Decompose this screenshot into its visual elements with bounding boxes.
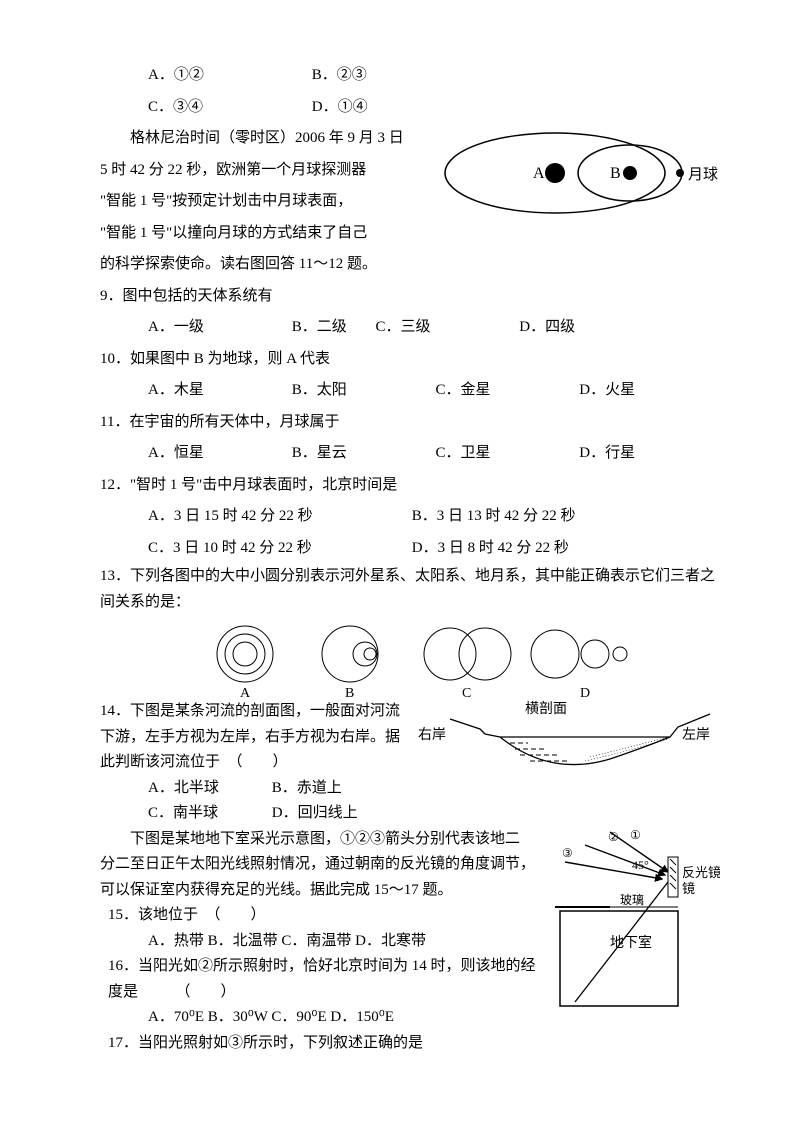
svg-text:反光镜: 反光镜 <box>682 865 720 880</box>
orbit-svg: A B 月球 <box>420 123 720 223</box>
svg-text:45°: 45° <box>632 858 649 872</box>
q12-options-row2: C．3 日 10 时 42 分 22 秒 D．3 日 8 时 42 分 22 秒 <box>100 533 720 565</box>
label-a: A <box>533 165 545 182</box>
q14-options-row2: C．南半球 D．回归线上 <box>100 801 720 827</box>
q12-c: C．3 日 10 时 42 分 22 秒 <box>148 533 408 565</box>
q12-a: A．3 日 15 时 42 分 22 秒 <box>148 501 408 533</box>
q14-a: A．北半球 <box>148 776 268 802</box>
q13-text: 13．下列各图中的大中小圆分别表示河外星系、太阳系、地月系，其中能正确表示它们三… <box>100 564 720 615</box>
passage-line4: 的科学探索使命。读右图回答 11～12 题。 <box>100 249 720 281</box>
svg-text:地下室: 地下室 <box>610 934 652 951</box>
q10-d: D．火星 <box>579 375 635 407</box>
q13-diagram: A B C D <box>190 619 630 699</box>
q15-d: D．北寒带 <box>355 933 426 949</box>
svg-text:B: B <box>345 686 354 699</box>
q10-b: B．太阳 <box>292 375 432 407</box>
svg-text:D: D <box>580 686 590 699</box>
q11-b: B．星云 <box>292 438 432 470</box>
q11-text: 11．在宇宙的所有天体中，月球属于 <box>100 407 720 439</box>
q12-d: D．3 日 8 时 42 分 22 秒 <box>412 533 569 565</box>
svg-text:镜: 镜 <box>682 881 695 896</box>
q16-b: B．30⁰W <box>208 1009 268 1025</box>
q9-a: A．一级 <box>148 312 288 344</box>
top-options-row2: C．③④ D．①④ <box>100 92 720 124</box>
orbit-diagram: A B 月球 <box>420 123 720 236</box>
q12-b: B．3 日 13 时 42 分 22 秒 <box>412 501 576 533</box>
svg-text:A: A <box>240 686 251 699</box>
q9-text: 9．图中包括的天体系统有 <box>100 281 720 313</box>
q9-options: A．一级 B．二级 C．三级 D．四级 <box>100 312 720 344</box>
svg-text:①: ① <box>630 828 641 842</box>
q12-text: 12．"智时 1 号"击中月球表面时，北京时间是 <box>100 470 720 502</box>
q14-b: B．赤道上 <box>272 776 342 802</box>
q14-d: D．回归线上 <box>272 801 358 827</box>
q16-a: A．70⁰E <box>148 1009 204 1025</box>
q11-d: D．行星 <box>579 438 635 470</box>
q15-a: A．热带 <box>148 933 204 949</box>
svg-text:横剖面: 横剖面 <box>525 701 567 717</box>
svg-text:③: ③ <box>562 846 573 860</box>
q16-d: D．150⁰E <box>330 1009 394 1025</box>
q9-c: C．三级 <box>376 312 516 344</box>
q11-c: C．卫星 <box>436 438 576 470</box>
svg-text:左岸: 左岸 <box>682 727 710 743</box>
q11-options: A．恒星 B．星云 C．卫星 D．行星 <box>100 438 720 470</box>
opt-d: D．①④ <box>312 92 472 124</box>
q10-a: A．木星 <box>148 375 288 407</box>
q15-b: B．北温带 <box>208 933 278 949</box>
opt-a: A．①② <box>148 60 308 92</box>
q10-c: C．金星 <box>436 375 576 407</box>
q12-options-row1: A．3 日 15 时 42 分 22 秒 B．3 日 13 时 42 分 22 … <box>100 501 720 533</box>
q17-text: 17．当阳光照射如③所示时，下列叙述正确的是 <box>100 1031 720 1057</box>
mirror-diagram: ① ② ③ 45° 反光镜 镜 玻璃 地下室 <box>550 827 720 1030</box>
river-diagram: 横剖面 右岸 左岸 <box>410 699 720 789</box>
q10-text: 10．如果图中 B 为地球，则 A 代表 <box>100 344 720 376</box>
svg-text:②: ② <box>608 830 619 844</box>
opt-b: B．②③ <box>312 60 472 92</box>
q15-c: C．南温带 <box>281 933 351 949</box>
q10-options: A．木星 B．太阳 C．金星 D．火星 <box>100 375 720 407</box>
q14-c: C．南半球 <box>148 801 268 827</box>
svg-text:右岸: 右岸 <box>418 727 446 743</box>
label-moon: 月球 <box>688 166 718 183</box>
top-options-row1: A．①② B．②③ <box>100 60 720 92</box>
exam-page: A．①② B．②③ C．③④ D．①④ A B 月球 格林尼治时间（零时区）20… <box>0 0 800 1096</box>
q9-d: D．四级 <box>519 312 575 344</box>
opt-c: C．③④ <box>148 92 308 124</box>
svg-text:C: C <box>462 686 471 699</box>
q11-a: A．恒星 <box>148 438 288 470</box>
label-b: B <box>610 165 621 182</box>
svg-text:玻璃: 玻璃 <box>620 893 644 907</box>
q9-b: B．二级 <box>292 312 372 344</box>
q16-c: C．90⁰E <box>271 1009 326 1025</box>
